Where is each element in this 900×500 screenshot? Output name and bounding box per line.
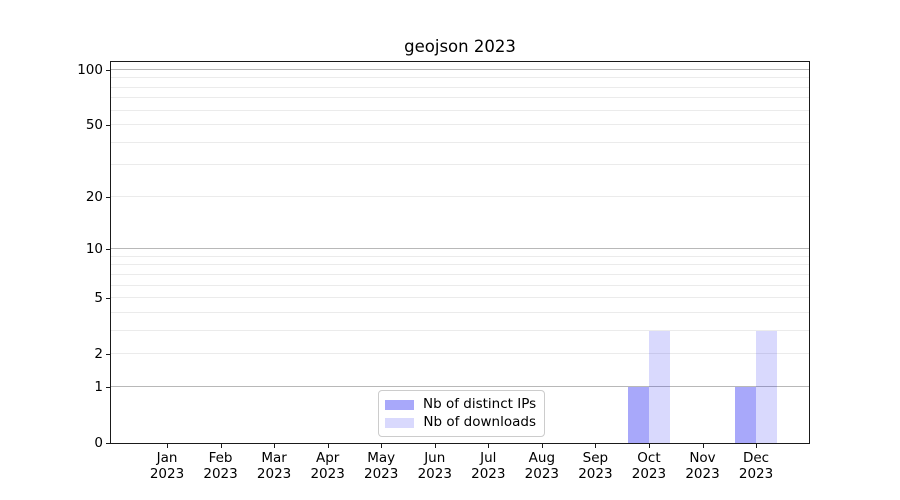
x-tick-year-label: 2023	[417, 466, 452, 482]
gridline-minor	[111, 264, 809, 266]
y-tick-mark	[106, 354, 110, 356]
y-tick-mark	[106, 196, 110, 198]
y-tick-label: 0	[94, 435, 103, 451]
bar-downloads-dec	[756, 330, 778, 443]
x-tick-label: May 2023	[353, 450, 409, 482]
gridline-minor	[111, 311, 809, 313]
y-tick-mark	[106, 249, 110, 251]
x-tick-label: Jan 2023	[139, 450, 195, 482]
x-tick-year-label: 2023	[524, 466, 560, 482]
y-tick-label: 5	[94, 290, 103, 307]
x-tick-label: Sep 2023	[567, 450, 623, 482]
x-tick-year-label: 2023	[256, 466, 292, 482]
x-tick-mark	[702, 444, 704, 448]
gridline-major	[111, 248, 809, 250]
y-tick-label: 20	[85, 188, 103, 205]
y-tick-mark	[106, 125, 110, 127]
x-tick-mark	[327, 444, 329, 448]
x-tick-mark	[434, 444, 436, 448]
x-tick-mark	[756, 444, 758, 448]
y-tick-mark	[106, 298, 110, 300]
x-tick-label: Jul 2023	[460, 450, 516, 482]
gridline-major	[111, 385, 809, 387]
legend-item: Nb of distinct IPs	[385, 397, 536, 412]
chart-title: geojson 2023	[404, 37, 516, 56]
gridline-minor	[111, 124, 809, 126]
legend-swatch-downloads	[385, 417, 414, 428]
x-tick-label: Mar 2023	[246, 450, 302, 482]
x-tick-label: Feb 2023	[193, 450, 249, 482]
bar-downloads-oct	[648, 330, 670, 443]
legend-label: Nb of downloads	[423, 414, 536, 430]
y-tick-label: 10	[85, 241, 103, 258]
x-tick-mark	[274, 444, 276, 448]
bar-distinct-ips-oct	[627, 386, 649, 443]
y-tick-label: 1	[94, 378, 103, 395]
x-tick-year-label: 2023	[364, 466, 399, 482]
gridline-minor	[111, 195, 809, 197]
gridline-minor	[111, 255, 809, 257]
gridline-minor	[111, 77, 809, 79]
x-tick-mark	[167, 444, 168, 448]
plot-area	[110, 61, 810, 444]
legend-label: Nb of distinct IPs	[423, 396, 537, 412]
gridline-minor	[111, 86, 809, 88]
y-tick-label: 2	[94, 346, 103, 363]
x-tick-mark	[381, 444, 383, 448]
x-tick-year-label: 2023	[149, 466, 185, 482]
legend: Nb of distinct IPs Nb of downloads	[378, 390, 545, 437]
x-tick-year-label: 2023	[471, 466, 506, 482]
x-tick-year-label: 2023	[738, 466, 774, 482]
x-tick-mark	[488, 444, 490, 448]
gridline-minor	[111, 297, 809, 299]
legend-item: Nb of downloads	[385, 415, 536, 430]
x-tick-year-label: 2023	[631, 466, 667, 482]
x-tick-label: Apr 2023	[300, 450, 356, 482]
x-tick-year-label: 2023	[310, 466, 345, 482]
x-tick-mark	[595, 444, 597, 448]
x-tick-label: Oct 2023	[621, 450, 677, 482]
y-tick-label: 100	[77, 61, 103, 78]
bar-distinct-ips-dec	[735, 386, 757, 443]
y-tick-mark	[106, 69, 110, 71]
gridline-minor	[111, 164, 809, 166]
x-tick-year-label: 2023	[203, 466, 238, 482]
x-tick-label: Jun 2023	[407, 450, 463, 482]
x-tick-label: Nov 2023	[675, 450, 731, 482]
x-tick-label: Dec 2023	[728, 450, 784, 482]
y-tick-mark	[106, 443, 110, 444]
gridline-major	[111, 69, 809, 70]
x-tick-mark	[648, 444, 650, 448]
x-tick-mark	[541, 444, 543, 448]
y-tick-label: 50	[85, 117, 103, 134]
gridline-minor	[111, 353, 809, 355]
x-tick-label: Aug 2023	[514, 450, 570, 482]
gridline-minor	[111, 109, 809, 111]
y-tick-mark	[106, 386, 110, 388]
x-tick-year-label: 2023	[578, 466, 613, 482]
gridline-minor	[111, 329, 809, 331]
x-tick-year-label: 2023	[685, 466, 720, 482]
legend-swatch-distinct-ips	[385, 399, 414, 410]
x-tick-mark	[220, 444, 222, 448]
gridline-minor	[111, 284, 809, 286]
gridline-minor	[111, 273, 809, 275]
gridline-minor	[111, 141, 809, 143]
gridline-minor	[111, 97, 809, 99]
